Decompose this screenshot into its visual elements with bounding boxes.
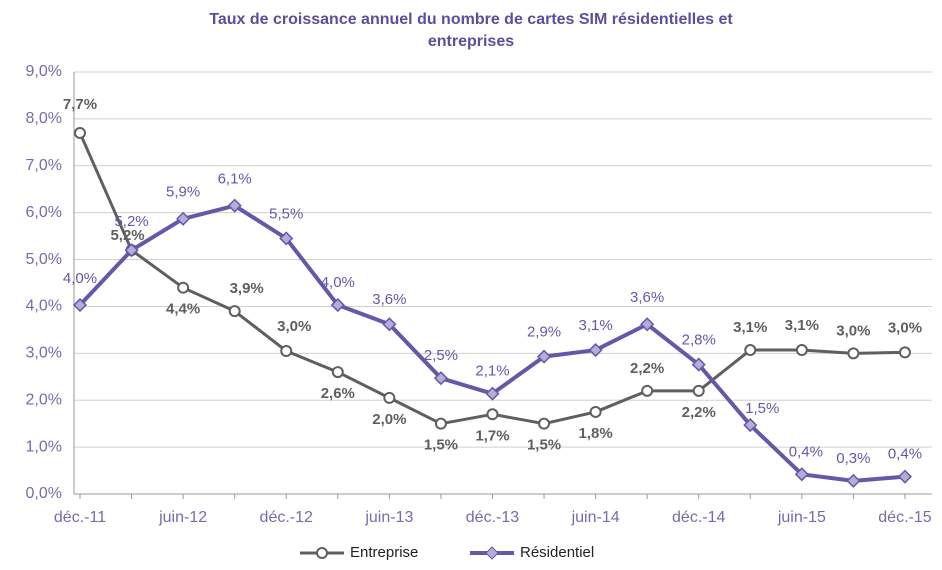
legend-label: Résidentiel: [520, 544, 594, 561]
marker: [279, 231, 294, 246]
series-line: [78, 132, 905, 426]
marker: [536, 349, 552, 364]
x-tick-label: déc.-11: [54, 509, 106, 526]
x-tick-label: déc.-14: [672, 509, 725, 526]
data-label: 5,5%: [269, 205, 303, 222]
data-label: 3,1%: [578, 317, 612, 334]
marker: [330, 297, 345, 313]
marker: [691, 357, 706, 372]
data-label: 3,6%: [372, 291, 406, 308]
y-tick-label: 5,0%: [26, 251, 62, 268]
data-label: 3,0%: [277, 318, 311, 335]
data-label: 0,4%: [789, 443, 823, 460]
data-label: 7,7%: [63, 96, 97, 113]
data-label: 4,4%: [166, 301, 200, 318]
marker: [538, 417, 551, 430]
marker: [124, 243, 139, 258]
marker: [744, 344, 757, 357]
marker: [589, 405, 602, 418]
marker: [382, 317, 397, 332]
marker: [177, 281, 190, 294]
legend-marker: [316, 547, 328, 559]
marker: [588, 342, 603, 358]
chart-title-2: entreprises: [428, 33, 514, 50]
data-label: 4,0%: [63, 270, 97, 287]
legend-marker: [485, 546, 499, 560]
marker: [72, 297, 88, 313]
legend-label: Entreprise: [350, 544, 418, 561]
data-label: 2,0%: [372, 411, 406, 428]
data-label: 6,1%: [218, 171, 252, 188]
y-tick-label: 1,0%: [26, 438, 62, 455]
marker: [692, 384, 705, 397]
data-label: 4,0%: [321, 274, 355, 291]
marker: [486, 408, 499, 421]
marker: [331, 366, 344, 379]
data-label: 1,5%: [745, 400, 779, 417]
y-tick-label: 2,0%: [26, 391, 62, 408]
y-tick-label: 9,0%: [26, 63, 62, 80]
marker: [433, 371, 448, 386]
data-label: 2,2%: [630, 360, 664, 377]
marker: [485, 386, 500, 401]
marker: [898, 346, 911, 359]
marker: [795, 344, 808, 357]
y-tick-label: 8,0%: [26, 110, 62, 127]
y-tick-label: 0,0%: [26, 485, 62, 502]
data-label: 3,0%: [888, 319, 922, 336]
data-label: 3,9%: [230, 280, 264, 297]
marker: [641, 384, 654, 397]
data-label: 5,2%: [110, 227, 144, 244]
data-label: 3,0%: [836, 322, 870, 339]
x-tick-label: juin-13: [364, 509, 413, 526]
data-label: 1,7%: [475, 427, 509, 444]
data-label: 1,5%: [424, 437, 458, 454]
marker: [743, 418, 758, 433]
data-label: 2,8%: [682, 332, 716, 349]
marker: [847, 347, 860, 360]
data-label: 1,8%: [578, 425, 612, 442]
data-label: 1,5%: [527, 437, 561, 454]
y-tick-label: 7,0%: [26, 157, 62, 174]
y-tick-label: 6,0%: [26, 204, 62, 221]
marker: [383, 391, 396, 404]
x-tick-label: déc.-15: [878, 509, 931, 526]
data-label: 0,3%: [836, 450, 870, 467]
marker: [228, 305, 241, 318]
data-label: 5,2%: [114, 213, 148, 230]
data-label: 0,4%: [888, 446, 922, 463]
data-label: 2,9%: [527, 324, 561, 341]
x-tick-label: juin-12: [158, 509, 207, 526]
y-tick-label: 4,0%: [26, 298, 62, 315]
x-tick-label: juin-15: [777, 509, 826, 526]
data-label: 2,6%: [321, 385, 355, 402]
data-label: 5,9%: [166, 184, 200, 201]
data-label: 3,1%: [785, 317, 819, 334]
marker: [434, 417, 447, 430]
x-tick-label: juin-14: [571, 509, 620, 526]
x-tick-label: déc.-13: [466, 509, 519, 526]
y-tick-label: 3,0%: [26, 345, 62, 362]
x-tick-label: déc.-12: [260, 509, 313, 526]
data-label: 2,1%: [475, 363, 509, 380]
marker: [846, 473, 861, 488]
chart-title-1: Taux de croissance annuel du nombre de c…: [209, 11, 733, 28]
marker: [640, 317, 655, 332]
marker: [280, 344, 293, 357]
marker: [897, 469, 913, 484]
marker: [74, 126, 86, 139]
marker: [794, 467, 809, 482]
marker: [227, 198, 242, 213]
data-label: 2,5%: [424, 347, 458, 364]
data-label: 3,1%: [733, 319, 767, 336]
data-label: 3,6%: [630, 289, 664, 306]
marker: [176, 211, 191, 226]
data-label: 2,2%: [682, 404, 716, 421]
